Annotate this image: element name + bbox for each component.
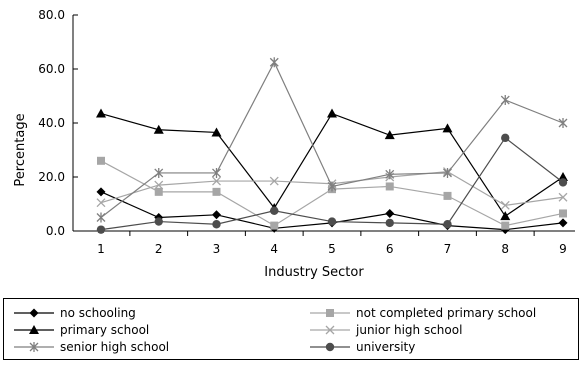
y-tick-label: 40.0 [38,116,65,130]
data-point [442,123,453,133]
x-tick-label: 2 [155,242,163,256]
series-senior-high-school [96,57,568,223]
data-point [269,176,279,186]
x-tick-label: 3 [213,242,221,256]
data-point [154,187,163,196]
y-axis-title: Percentage [13,113,28,186]
series-line [100,160,564,227]
data-point [211,127,222,137]
series-primary-school [96,108,568,221]
data-point [97,156,105,165]
series-line [100,112,564,217]
data-point [558,172,568,181]
data-point [327,108,337,118]
data-point [212,187,221,196]
data-point [501,133,510,143]
data-point [154,217,163,226]
x-tick-label: 7 [444,242,452,256]
data-point [500,200,510,210]
data-point [385,182,394,191]
x-tick-label: 6 [386,242,394,256]
data-point [153,124,164,134]
data-point [558,178,568,187]
data-point [443,167,452,178]
legend [3,298,579,360]
data-point [385,218,394,228]
data-point [270,206,279,215]
data-point [269,57,279,68]
data-point [500,211,511,221]
series-no-schooling [96,187,568,235]
data-point [500,95,510,106]
y-tick-label: 0.0 [46,224,65,238]
series-university [96,133,568,234]
data-point [96,198,106,208]
data-point [327,181,337,192]
y-tick-label: 80.0 [38,8,65,22]
data-point [443,220,452,229]
data-point [96,108,106,118]
data-point [154,167,164,178]
data-point [270,221,279,230]
y-tick-label: 20.0 [38,170,65,184]
data-point [501,221,510,230]
x-tick-label: 4 [270,242,278,256]
x-tick-label: 1 [97,242,105,256]
data-point [96,187,106,197]
data-point [212,167,221,178]
y-tick-label: 60.0 [38,62,65,76]
data-point [558,192,568,202]
data-point [212,210,221,220]
data-point [558,118,568,128]
series-line [100,60,564,218]
data-point [327,217,337,226]
axes: 0.0 20.0 40.0 60.0 80.0 1 2 3 4 5 6 7 8 9 [38,8,575,256]
x-tick-label: 9 [559,242,567,256]
data-point [559,209,567,218]
data-point [443,191,452,200]
series-layer [96,57,568,235]
data-point [154,180,164,190]
x-tick-label: 8 [501,242,509,256]
data-point [96,225,106,234]
data-point [385,208,395,218]
x-axis-title: Industry Sector [264,265,364,280]
data-point [384,130,395,140]
data-point [212,176,221,186]
data-point [212,220,221,229]
data-point [96,212,106,223]
data-point [385,169,395,180]
x-tick-label: 5 [328,242,336,256]
data-point [558,218,568,228]
